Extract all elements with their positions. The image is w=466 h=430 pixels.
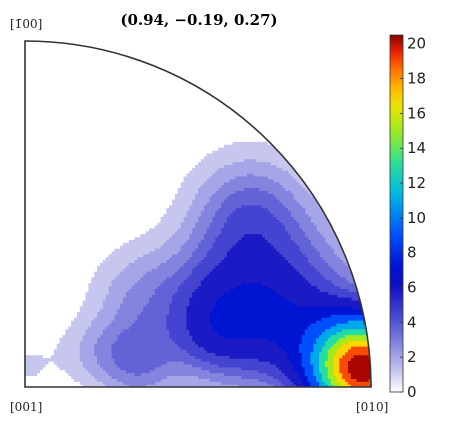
colorbar-tick-label: 12 (407, 174, 426, 192)
colorbar-tick-label: 16 (407, 104, 426, 122)
colorbar-tick-label: 10 (407, 209, 426, 227)
colorbar-tick-label: 20 (407, 35, 426, 53)
colorbar: 0 2 4 6 8 10 12 14 16 18 20 (389, 34, 426, 401)
colorbar-tick-label: 2 (407, 348, 417, 366)
chart-title: (0.94, −0.19, 0.27) (120, 11, 277, 29)
colorbar-tick-label: 6 (407, 279, 417, 297)
corner-label-bottom-right: [010] (356, 400, 388, 414)
colorbar-tick-label: 4 (407, 313, 417, 331)
colorbar-gradient (389, 34, 404, 393)
contour-fill-group (25, 141, 371, 387)
colorbar-tick-label: 14 (407, 139, 426, 157)
colorbar-tick-label: 18 (407, 70, 426, 88)
sector-outline (24, 40, 372, 388)
contour-band-13 (347, 355, 371, 382)
corner-label-top: [1̄00] (10, 17, 42, 31)
corner-label-bottom-left: [001] (10, 400, 42, 414)
colorbar-tick-label: 8 (407, 244, 417, 262)
colorbar-tick-label: 0 (407, 383, 417, 401)
